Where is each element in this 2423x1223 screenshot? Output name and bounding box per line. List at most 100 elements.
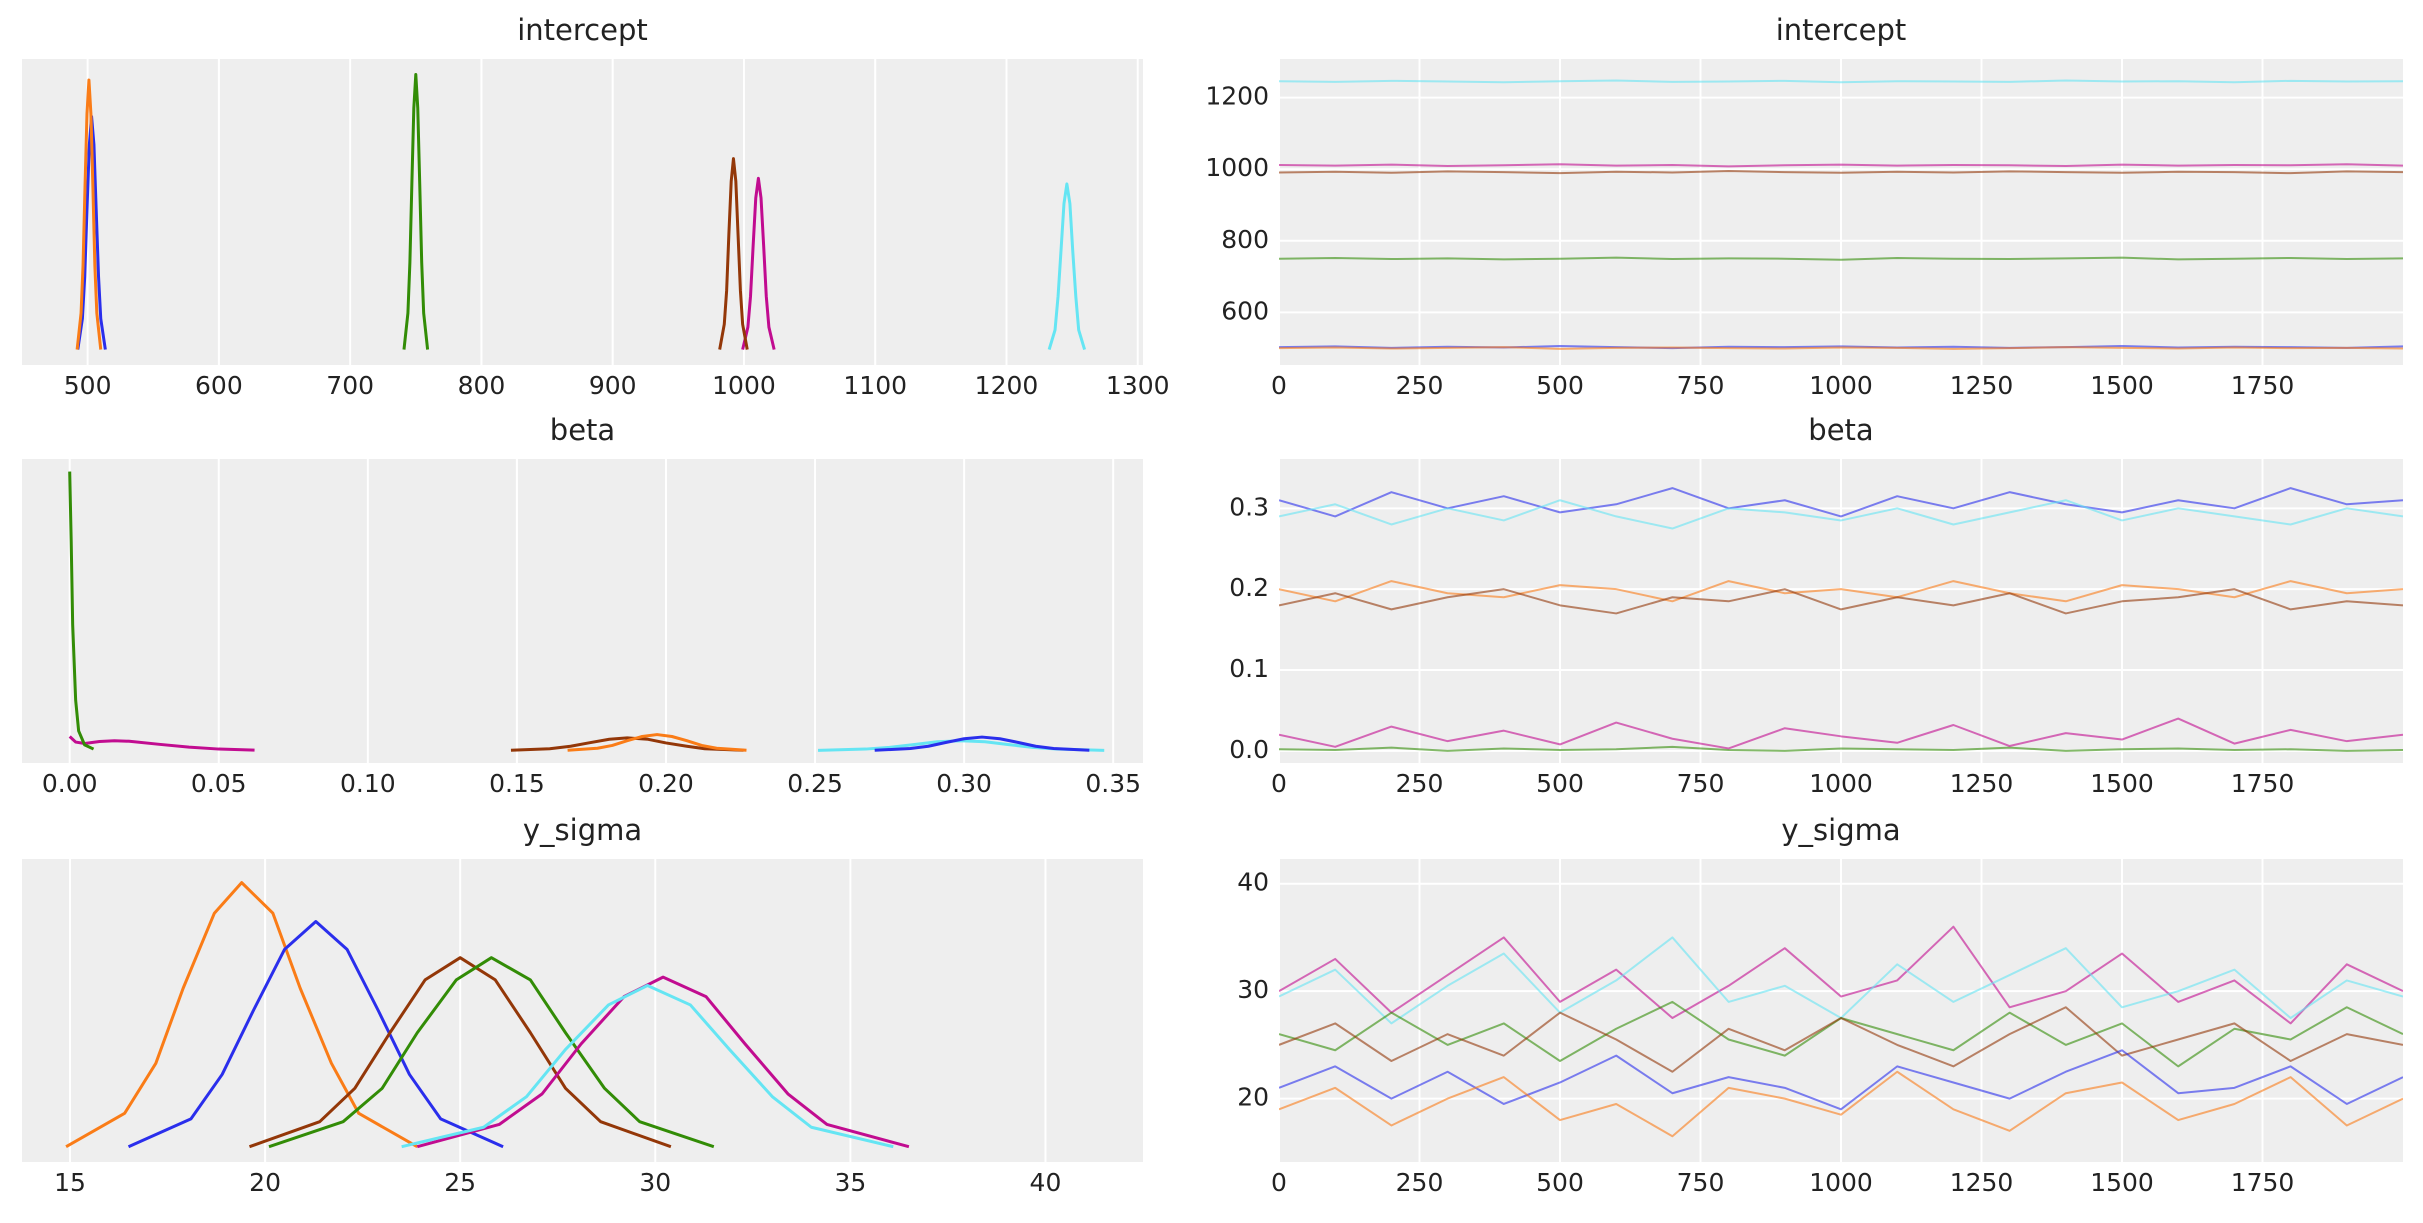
x-tick-label: 250: [1396, 769, 1444, 798]
plot-area: [22, 459, 1143, 763]
series-group: [75, 72, 1087, 350]
trace-line: [1279, 1049, 2403, 1111]
series-group: [65, 881, 910, 1149]
panel-title: intercept: [1776, 13, 1907, 47]
x-tick-label: 1500: [2090, 1168, 2154, 1197]
trace-line: [1279, 745, 2403, 752]
trace-line: [1279, 499, 2403, 530]
x-tick-label: 0.15: [489, 769, 545, 798]
density-curve: [248, 956, 672, 1149]
series-group: [1279, 79, 2403, 350]
x-tick-label: 0.00: [42, 769, 98, 798]
x-tick-label: 1250: [1950, 1168, 2014, 1197]
x-tick-label: 500: [64, 371, 112, 400]
x-tick-label: 800: [458, 371, 506, 400]
y-tick-label: 600: [1221, 296, 1269, 325]
density-curve: [268, 956, 715, 1149]
x-tick-label: 0.30: [936, 769, 992, 798]
x-tick-label: 0: [1271, 1168, 1287, 1197]
x-tick-label: 1200: [975, 371, 1039, 400]
density-curve: [75, 78, 103, 350]
density-curve: [127, 920, 504, 1149]
trace-line: [1279, 925, 2403, 1025]
trace-line: [1279, 163, 2403, 168]
panel: y_sigma 15 20 25 30 35 40: [22, 813, 1143, 1197]
series-group: [68, 471, 1105, 752]
x-tick-label: 1000: [1809, 371, 1873, 400]
series-group: [1279, 487, 2403, 752]
x-tick-label: 25: [444, 1168, 476, 1197]
y-tick-label: 0.3: [1229, 492, 1269, 521]
x-tick-label: 750: [1677, 371, 1725, 400]
panel: beta 0 250 500 750 1000 1250 1500 1750 0.0 0.1 0.2 0…: [1229, 413, 2403, 798]
x-tick-label: 1750: [2231, 371, 2295, 400]
trace-line: [1279, 588, 2403, 615]
trace-line: [1279, 170, 2403, 175]
x-tick-label: 35: [834, 1168, 866, 1197]
trace-line: [1279, 346, 2403, 350]
y-tick-label: 20: [1237, 1083, 1269, 1112]
x-tick-label: 1750: [2231, 1168, 2295, 1197]
y-tick-label: 30: [1237, 975, 1269, 1004]
density-curve: [741, 176, 776, 350]
plot-area: [22, 859, 1143, 1162]
x-tick-label: 0.25: [787, 769, 843, 798]
trace-line: [1279, 79, 2403, 84]
panel-title: beta: [550, 413, 615, 447]
y-tick-label: 0.2: [1229, 573, 1269, 602]
series-group: [1279, 925, 2403, 1138]
x-tick-label: 0.20: [638, 769, 694, 798]
x-tick-label: 500: [1536, 769, 1584, 798]
density-curve: [68, 735, 255, 752]
x-tick-label: 30: [639, 1168, 671, 1197]
density-curve: [1047, 182, 1087, 350]
y-tick-label: 0.0: [1229, 735, 1269, 764]
density-curve: [874, 735, 1090, 752]
x-tick-label: 250: [1396, 371, 1444, 400]
density-curve: [68, 471, 95, 751]
x-tick-label: 500: [1536, 1168, 1584, 1197]
trace-line: [1279, 487, 2403, 518]
x-tick-label: 500: [1536, 371, 1584, 400]
x-tick-label: 40: [1030, 1168, 1062, 1197]
x-tick-label: 1000: [1809, 769, 1873, 798]
y-tick-label: 0.1: [1229, 654, 1269, 683]
x-tick-label: 0.05: [191, 769, 247, 798]
x-tick-label: 0.10: [340, 769, 396, 798]
x-tick-label: 0: [1271, 769, 1287, 798]
plot-area: [22, 59, 1143, 365]
y-tick-label: 1200: [1205, 82, 1269, 111]
panel: beta 0.00 0.05 0.10 0.15 0.20 0.25 0.30 0.35: [22, 413, 1143, 798]
trace-line: [1279, 1006, 2403, 1073]
density-curve: [416, 975, 910, 1149]
x-tick-label: 1750: [2231, 769, 2295, 798]
x-tick-label: 1300: [1106, 371, 1170, 400]
density-curve: [718, 157, 749, 350]
panel-title: y_sigma: [523, 813, 642, 847]
x-tick-label: 750: [1677, 1168, 1725, 1197]
x-tick-label: 0.35: [1085, 769, 1141, 798]
panel-title: y_sigma: [1781, 813, 1900, 847]
x-tick-label: 1100: [843, 371, 907, 400]
density-curve: [510, 736, 744, 752]
x-tick-label: 20: [249, 1168, 281, 1197]
x-tick-label: 15: [54, 1168, 86, 1197]
x-tick-label: 1000: [712, 371, 776, 400]
density-curve: [65, 881, 419, 1149]
density-curve: [401, 983, 894, 1149]
x-tick-label: 1500: [2090, 371, 2154, 400]
x-tick-label: 1000: [1809, 1168, 1873, 1197]
x-tick-label: 250: [1396, 1168, 1444, 1197]
trace-line: [1279, 717, 2403, 750]
x-tick-label: 1250: [1950, 371, 2014, 400]
x-tick-label: 900: [589, 371, 637, 400]
panel: intercept 500 600 700 800 900 1000 1100 1200 1300: [22, 13, 1170, 400]
y-tick-label: 1000: [1205, 153, 1269, 182]
trace-line: [1279, 1070, 2403, 1138]
x-tick-label: 1250: [1950, 769, 2014, 798]
panel: intercept 0 250 500 750 1000 1250 1500 1750 600 80…: [1205, 13, 2403, 400]
y-tick-label: 40: [1237, 868, 1269, 897]
x-tick-label: 0: [1271, 371, 1287, 400]
